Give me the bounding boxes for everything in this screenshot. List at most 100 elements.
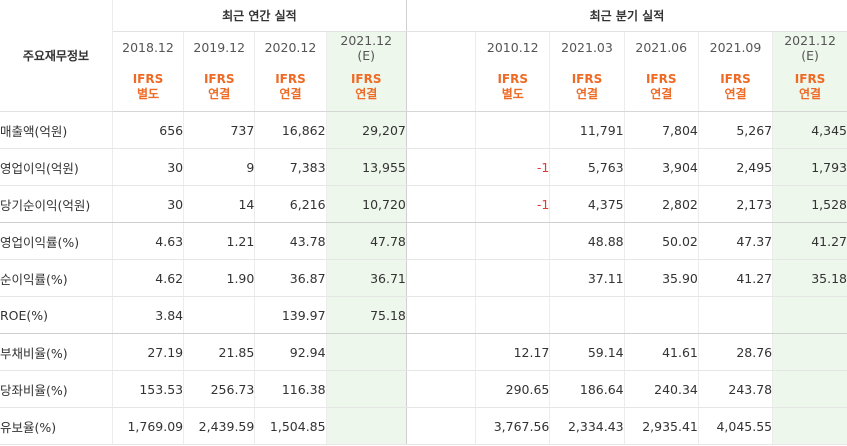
quarter-period-header-estimate: 2021.12 (E) [772,31,847,63]
quarter-value-cell: 240.34 [623,370,699,408]
quarter-value-cell [772,296,847,334]
ifrs-badge[interactable]: IFRS 연결 [623,63,699,112]
quarter-value-cell: 2,495 [697,148,773,186]
quarter-value-cell [772,333,847,371]
annual-period-header: 2020.12 [254,31,327,63]
quarter-value-cell: -1 [475,185,550,223]
row-label: 부채비율(%) [0,333,113,371]
annual-value-cell: 2,439.59 [183,407,255,445]
quarter-value-cell [475,259,550,297]
table-row: 당좌비율(%) 153.53 256.73 116.38 290.65 186.64 240… [0,370,847,408]
row-label: 유보율(%) [0,407,113,445]
quarter-period-header: 2010.12 [475,31,550,63]
quarter-value-cell: -1 [475,148,550,186]
quarter-value-cell: 5,267 [697,111,773,149]
row-label: 영업이익률(%) [0,222,113,260]
quarter-value-cell: 47.37 [697,222,773,260]
quarter-value-cell: 41.27 [697,259,773,297]
quarter-value-cell [475,296,550,334]
financial-rows: 매출액(억원) 656 737 16,862 29,207 11,791 7,804 5,26… [0,111,847,445]
quarter-value-cell: 2,334.43 [549,407,625,445]
annual-value-cell: 7,383 [254,148,327,186]
table-row: ROE(%) 3.84 139.97 75.18 [0,296,847,334]
quarter-value-cell: 5,763 [549,148,625,186]
quarter-value-cell: 3,904 [623,148,699,186]
annual-value-cell: 4.63 [111,222,184,260]
table-row: 유보율(%) 1,769.09 2,439.59 1,504.85 3,767.56 2,… [0,407,847,445]
ifrs-badge[interactable]: IFRS 연결 [183,63,255,112]
quarter-period-header: 2021.03 [549,31,625,63]
annual-value-cell: 92.94 [254,333,327,371]
quarter-gap-cell [405,148,476,186]
quarter-value-cell [772,370,847,408]
quarter-value-cell: 41.61 [623,333,699,371]
annual-value-cell [325,370,407,408]
annual-value-cell: 1.90 [183,259,255,297]
ifrs-badge[interactable]: IFRS 별도 [475,63,550,112]
table-row: 순이익률(%) 4.62 1.90 36.87 36.71 37.11 35.90 41.27… [0,259,847,297]
quarter-value-cell: 4,375 [549,185,625,223]
annual-value-cell [325,333,407,371]
ifrs-gap [405,63,476,112]
quarter-value-cell: 186.64 [549,370,625,408]
quarter-gap-cell [405,296,476,334]
row-label: 매출액(억원) [0,111,113,149]
annual-value-cell: 43.78 [254,222,327,260]
ifrs-badge[interactable]: IFRS 별도 [112,63,184,112]
header-group-row: 주요재무정보 최근 연간 실적 최근 분기 실적 [0,0,847,112]
row-label: 영업이익(억원) [0,148,113,186]
quarter-value-cell [697,296,773,334]
quarter-value-cell: 4,045.55 [697,407,773,445]
annual-value-cell: 14 [183,185,255,223]
ifrs-badge[interactable]: IFRS 연결 [772,63,847,112]
quarter-gap-cell [405,333,476,371]
ifrs-row: IFRS 별도 IFRS 연결 IFRS 연결 IFRS 연결 IFRS 별도 IFRS 연… [0,63,847,112]
quarter-value-cell: 28.76 [697,333,773,371]
annual-value-cell: 1,504.85 [254,407,327,445]
quarter-value-cell: 3,767.56 [475,407,550,445]
table-row: 영업이익률(%) 4.63 1.21 43.78 47.78 48.88 50.02 47.3… [0,222,847,260]
label-column-header: 주요재무정보 [0,0,113,112]
quarter-value-cell: 35.18 [772,259,847,297]
annual-value-cell: 1,769.09 [111,407,184,445]
quarter-value-cell: 35.90 [623,259,699,297]
row-label: 당좌비율(%) [0,370,113,408]
quarter-period-header: 2021.09 [697,31,773,63]
annual-period-header-estimate: 2021.12 (E) [325,31,407,63]
quarter-section-title: 최근 분기 실적 [405,0,847,32]
annual-value-cell: 13,955 [325,148,407,186]
quarter-value-cell: 290.65 [475,370,550,408]
quarter-value-cell: 2,935.41 [623,407,699,445]
annual-value-cell: 30 [111,148,184,186]
quarter-value-cell: 1,528 [772,185,847,223]
row-label: ROE(%) [0,296,113,334]
annual-value-cell: 256.73 [183,370,255,408]
annual-value-cell: 21.85 [183,333,255,371]
ifrs-badge[interactable]: IFRS 연결 [254,63,327,112]
ifrs-badge[interactable]: IFRS 연결 [325,63,407,112]
quarter-gap-cell [405,185,476,223]
table-row: 영업이익(억원) 30 9 7,383 13,955 -1 5,763 3,904 2,495 1… [0,148,847,186]
annual-value-cell: 36.71 [325,259,407,297]
quarter-gap-cell [405,222,476,260]
annual-value-cell: 36.87 [254,259,327,297]
quarter-value-cell: 4,345 [772,111,847,149]
annual-value-cell: 1.21 [183,222,255,260]
ifrs-badge[interactable]: IFRS 연결 [549,63,625,112]
quarter-value-cell [475,111,550,149]
annual-value-cell: 4.62 [111,259,184,297]
ifrs-badge[interactable]: IFRS 연결 [697,63,773,112]
annual-value-cell: 9 [183,148,255,186]
annual-section-title: 최근 연간 실적 [111,0,407,32]
annual-value-cell: 6,216 [254,185,327,223]
annual-value-cell: 116.38 [254,370,327,408]
annual-value-cell [325,407,407,445]
quarter-value-cell [772,407,847,445]
quarter-value-cell: 2,802 [623,185,699,223]
annual-value-cell: 29,207 [325,111,407,149]
table-row: 부채비율(%) 27.19 21.85 92.94 12.17 59.14 41.61 28.… [0,333,847,371]
annual-value-cell: 139.97 [254,296,327,334]
quarter-value-cell: 243.78 [697,370,773,408]
quarter-value-cell: 37.11 [549,259,625,297]
row-label: 순이익률(%) [0,259,113,297]
